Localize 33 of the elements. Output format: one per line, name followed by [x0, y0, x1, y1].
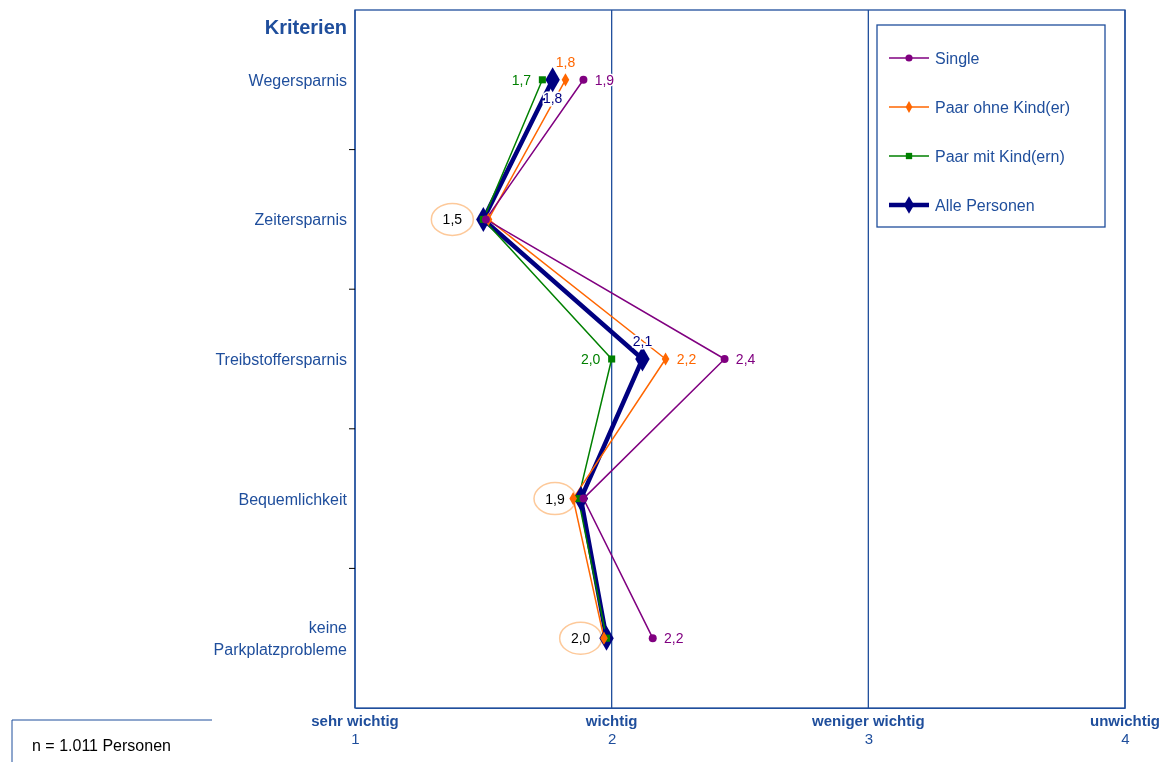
y-tick-label: keine Parkplatzprobleme: [213, 619, 348, 659]
point: [538, 76, 546, 84]
data-label: 1,8: [555, 53, 576, 70]
legend-label: Paar mit Kind(ern): [935, 148, 1065, 165]
text: unwichtig: [1090, 712, 1160, 729]
y-tick-label: Bequemlichkeit: [238, 490, 348, 508]
point: [608, 355, 616, 363]
data-label: 1,7: [511, 71, 532, 88]
text: n = 1.011 Personen: [32, 737, 171, 754]
data-label: 2,2: [676, 351, 697, 367]
y-tick-label: Treibstoffersparnis: [215, 351, 347, 368]
y-axis-title: Kriterien: [264, 16, 347, 38]
data-label: 2,4: [735, 351, 756, 367]
point: [720, 355, 729, 363]
point: [579, 75, 588, 84]
data-label: 2,0: [580, 351, 601, 367]
legend-label: Alle Personen: [935, 197, 1035, 214]
point: [648, 634, 657, 643]
data-label: 2,2: [664, 630, 684, 647]
text: wichtig: [584, 712, 638, 729]
y-tick-label: Wegersparnis: [248, 71, 347, 89]
annotation: 1,5: [442, 211, 463, 228]
annotation: 1,9: [545, 490, 565, 507]
text: sehr wichtig: [311, 712, 399, 729]
x-tick-label: 2: [607, 730, 617, 747]
x-tick-label: 3: [864, 730, 874, 747]
y-tick-label: Zeitersparnis: [254, 211, 347, 229]
legend-label: Paar ohne Kind(er): [935, 99, 1071, 116]
x-tick-label: 1: [351, 730, 360, 747]
legend-label: Single: [935, 50, 980, 67]
text: weniger wichtig: [811, 712, 925, 729]
annotation: 2,0: [570, 630, 591, 647]
x-tick-label: 4: [1121, 730, 1130, 747]
